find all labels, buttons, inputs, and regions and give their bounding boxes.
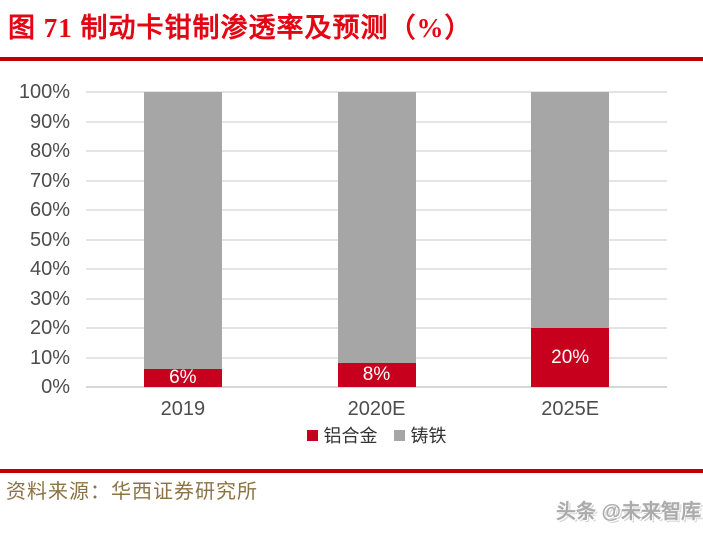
bar-segment-铸铁-2025E [531,92,610,328]
chart-legend: 铝合金 铸铁 [86,424,667,446]
legend-color-swatch-icon [393,429,405,441]
legend-color-swatch-icon [306,429,318,441]
y-axis-tick-label: 70% [29,169,70,192]
figure-title: 图 71 制动卡钳制渗透率及预测（%） [8,13,473,43]
bar-segment-铝合金-2025E: 20% [531,328,610,387]
y-axis-tick-label: 100% [18,81,70,103]
bar-segment-铸铁-2020E [337,92,416,364]
bar-value-label: 20% [551,347,590,368]
legend-item-铝合金: 铝合金 [306,422,378,448]
y-axis-tick-label: 80% [29,140,70,162]
y-axis-tick-label: 0% [41,376,70,398]
y-axis-tick-label: 20% [29,317,70,339]
bar-segment-铝合金-2019: 6% [143,367,222,389]
y-axis-tick-label: 60% [29,199,70,221]
x-axis-tick-label: 2019 [160,398,206,420]
legend-item-铸铁: 铸铁 [393,422,447,448]
bar-value-label: 6% [169,367,197,389]
watermark-toutiao: 头条 @未来智库 [556,501,702,523]
bar-segment-铝合金-2020E: 8% [337,363,416,387]
top-divider [0,57,703,61]
bar-segment-铸铁-2019 [143,92,222,370]
y-axis-tick-label: 30% [29,287,70,310]
gridline [86,386,667,388]
y-axis-tick-label: 10% [29,346,70,369]
y-axis-tick-label: 50% [29,228,70,251]
bar-value-label: 8% [362,364,391,386]
y-axis-tick-label: 40% [29,258,70,280]
source-note: 资料来源：华西证券研究所 [6,481,258,503]
y-axis-tick-label: 90% [29,110,70,133]
legend-label: 铝合金 [323,426,378,446]
x-axis-tick-label: 2025E [541,398,600,420]
bottom-divider [0,469,703,473]
legend-label: 铸铁 [410,426,447,446]
x-axis-tick-label: 2020E [347,398,406,420]
